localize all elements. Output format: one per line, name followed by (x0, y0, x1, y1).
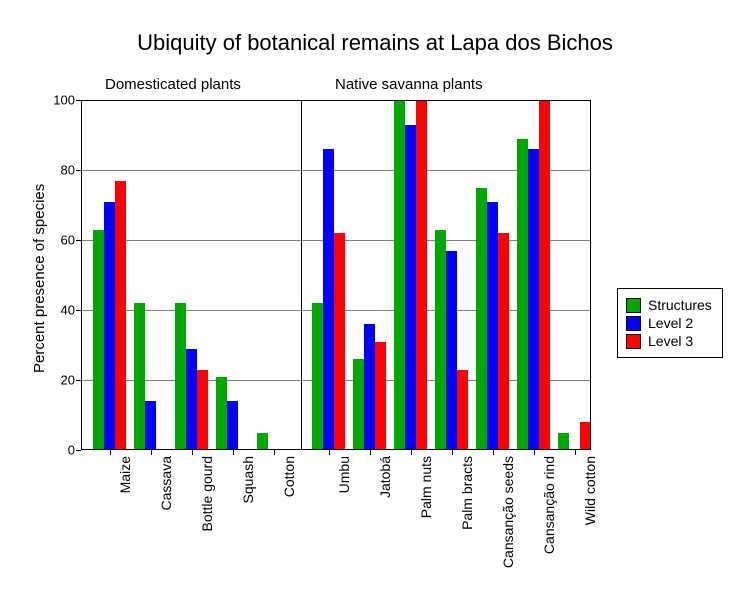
bar-structures (435, 230, 446, 451)
chart-title: Ubiquity of botanical remains at Lapa do… (0, 30, 750, 56)
ytick-label: 40 (61, 303, 81, 318)
bar-level-2 (323, 149, 334, 450)
xtick-mark (534, 450, 535, 455)
bar-level-3 (416, 100, 427, 450)
bar-level-2 (405, 125, 416, 451)
legend-label: Structures (648, 297, 712, 313)
xtick-mark (329, 450, 330, 455)
legend-swatch (626, 316, 641, 331)
section-divider (301, 100, 302, 450)
ytick-label: 100 (53, 93, 81, 108)
legend-label: Level 3 (648, 333, 693, 349)
bar-structures (312, 303, 323, 450)
xtick-mark (192, 450, 193, 455)
xtick-mark (493, 450, 494, 455)
bar-level-3 (498, 233, 509, 450)
plot-area: 020406080100 MaizeCassavaBottle gourdSqu… (81, 100, 591, 450)
bar-level-3 (539, 100, 550, 450)
bar-structures (257, 433, 268, 451)
xtick-label: Maize (115, 456, 133, 493)
bar-level-2 (104, 202, 115, 451)
section-label-domesticated: Domesticated plants (105, 76, 241, 93)
bar-level-2 (487, 202, 498, 451)
bar-level-2 (186, 349, 197, 451)
bar-level-3 (334, 233, 345, 450)
legend-swatch (626, 298, 641, 313)
bar-level-2 (364, 324, 375, 450)
xtick-label: Umbu (334, 456, 352, 493)
bar-structures (216, 377, 227, 451)
xtick-label: Cassava (156, 456, 174, 510)
bar-level-3 (115, 181, 126, 451)
xtick-mark (274, 450, 275, 455)
bar-level-3 (375, 342, 386, 451)
ytick-label: 60 (61, 233, 81, 248)
xtick-mark (452, 450, 453, 455)
bar-structures (394, 100, 405, 450)
legend-item: Level 3 (626, 333, 712, 349)
legend-item: Level 2 (626, 315, 712, 331)
bar-structures (476, 188, 487, 451)
legend: Structures Level 2 Level 3 (617, 288, 723, 358)
bar-level-3 (197, 370, 208, 451)
bar-structures (175, 303, 186, 450)
bar-level-3 (580, 422, 591, 450)
bar-structures (134, 303, 145, 450)
gridline (81, 170, 591, 171)
xtick-label: Squash (238, 456, 256, 503)
xtick-label: Jatobá (375, 456, 393, 498)
bar-level-2 (528, 149, 539, 450)
xtick-label: Bottle gourd (197, 456, 215, 532)
xtick-label: Cansanção seeds (498, 456, 516, 568)
bar-level-2 (227, 401, 238, 450)
xtick-mark (575, 450, 576, 455)
bar-level-2 (145, 401, 156, 450)
legend-label: Level 2 (648, 315, 693, 331)
bar-level-2 (446, 251, 457, 451)
xtick-label: Cansanção rind (539, 456, 557, 554)
xtick-label: Cotton (279, 456, 297, 497)
xtick-mark (370, 450, 371, 455)
ytick-label: 80 (61, 163, 81, 178)
legend-swatch (626, 334, 641, 349)
bar-structures (558, 433, 569, 451)
bar-structures (517, 139, 528, 451)
section-label-native: Native savanna plants (335, 76, 483, 93)
y-axis-label: Percent presence of species (31, 184, 48, 373)
ytick-label: 0 (68, 443, 81, 458)
xtick-mark (411, 450, 412, 455)
xtick-mark (110, 450, 111, 455)
ytick-label: 20 (61, 373, 81, 388)
xtick-label: Wild cotton (580, 456, 598, 525)
xtick-label: Palm bracts (457, 456, 475, 530)
xtick-mark (151, 450, 152, 455)
xtick-label: Palm nuts (416, 456, 434, 518)
legend-item: Structures (626, 297, 712, 313)
bar-level-3 (457, 370, 468, 451)
xtick-mark (233, 450, 234, 455)
bar-structures (93, 230, 104, 451)
bar-structures (353, 359, 364, 450)
